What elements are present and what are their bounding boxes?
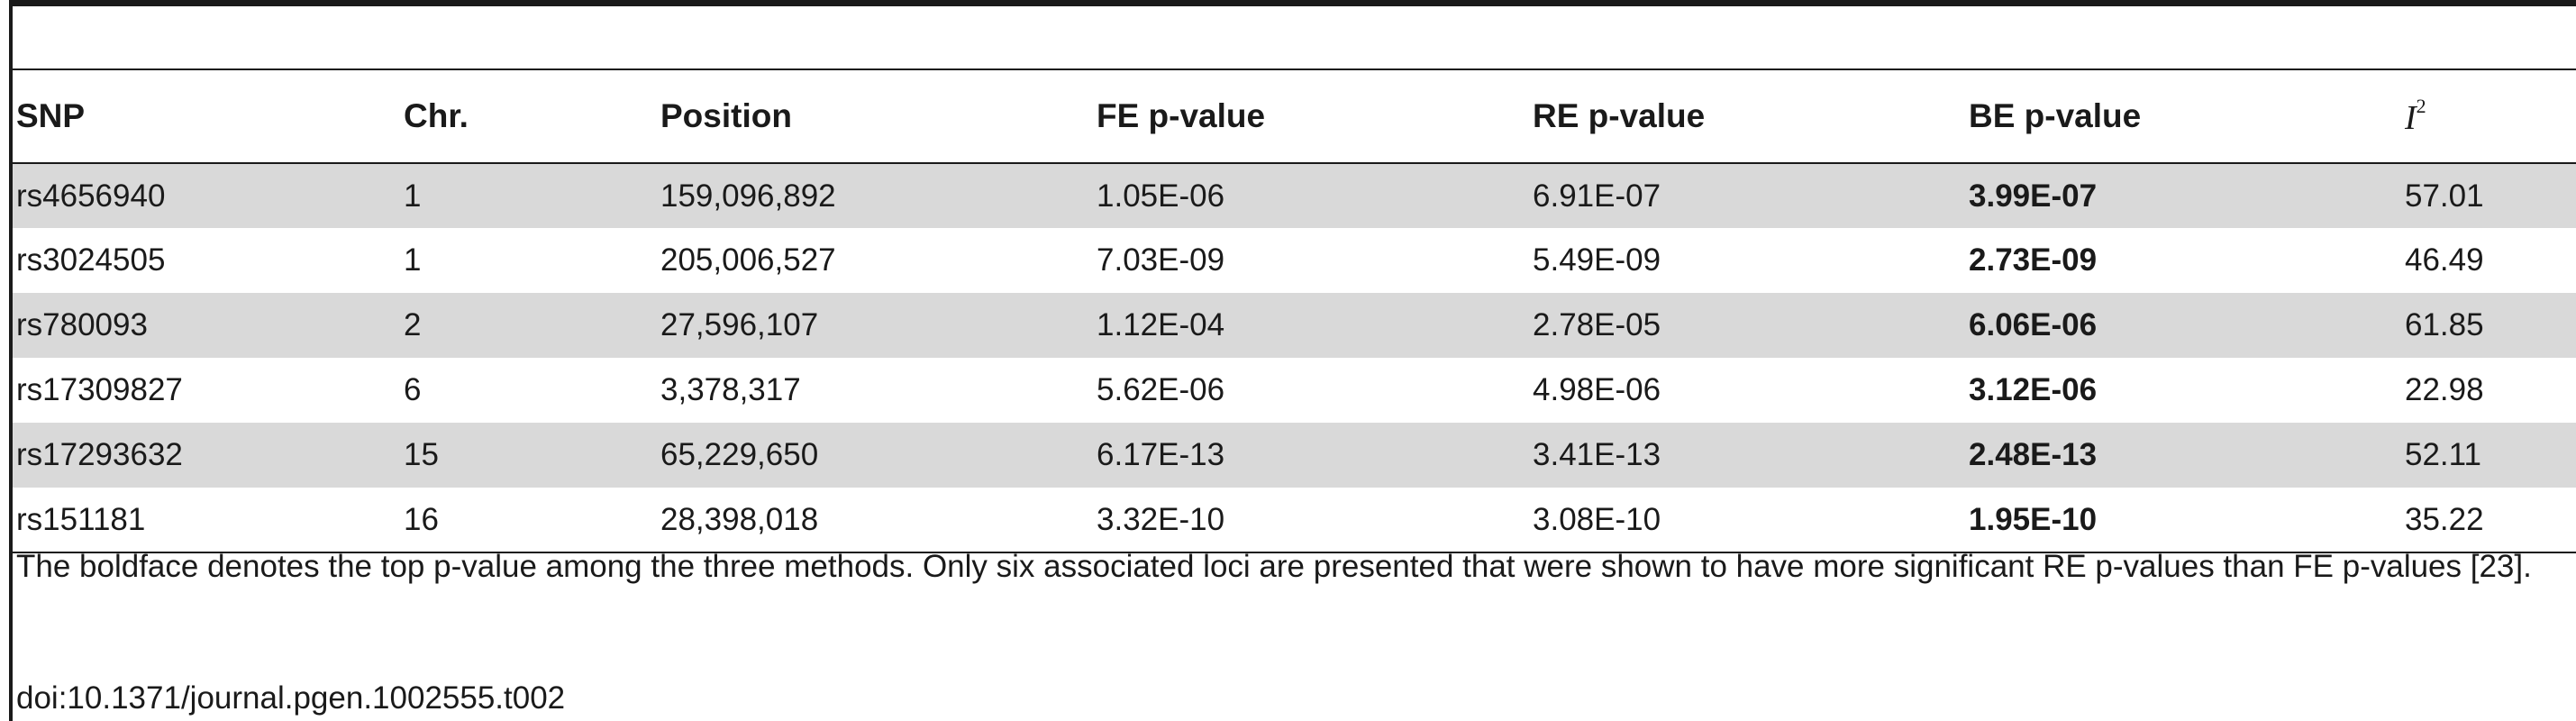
table-row: rs3024505 1 205,006,527 7.03E-09 5.49E-09 2.7…	[13, 228, 2576, 293]
header-be-p-value: BE p-value	[1969, 97, 2142, 134]
header-i2-base: I	[2405, 99, 2417, 137]
cell-chr: 6	[404, 372, 422, 407]
cell-be-p-value: 2.73E-09	[1969, 242, 2098, 278]
table-footnote: The boldface denotes the top p-value amo…	[16, 549, 2532, 584]
top-rule	[9, 0, 2576, 6]
header-re-p-value: RE p-value	[1533, 97, 1706, 134]
cell-snp: rs4656940	[16, 178, 166, 214]
header-i2-sup: 2	[2416, 95, 2426, 117]
table-row: rs17309827 6 3,378,317 5.62E-06 4.98E-06 3.12…	[13, 358, 2576, 423]
results-table: SNP Chr. Position FE p-value RE p-value …	[13, 68, 2576, 553]
header-i2: I2	[2401, 69, 2576, 163]
cell-re-p-value: 2.78E-05	[1533, 307, 1661, 342]
cell-fe-p-value: 7.03E-09	[1097, 242, 1225, 278]
cell-re-p-value: 4.98E-06	[1533, 372, 1661, 407]
cell-snp: rs17309827	[16, 372, 183, 407]
cell-fe-p-value: 5.62E-06	[1097, 372, 1225, 407]
cell-re-p-value: 3.41E-13	[1533, 437, 1661, 472]
cell-i2: 35.22	[2405, 501, 2484, 537]
table-body: rs4656940 1 159,096,892 1.05E-06 6.91E-07 3.9…	[13, 163, 2576, 552]
cell-fe-p-value: 6.17E-13	[1097, 437, 1225, 472]
cell-snp: rs3024505	[16, 242, 166, 278]
cell-be-p-value: 2.48E-13	[1969, 437, 2098, 472]
cell-snp: rs780093	[16, 307, 148, 342]
table-row: rs17293632 15 65,229,650 6.17E-13 3.41E-13 2.…	[13, 423, 2576, 488]
cell-be-p-value: 1.95E-10	[1969, 501, 2098, 537]
cell-fe-p-value: 1.12E-04	[1097, 307, 1225, 342]
cell-fe-p-value: 3.32E-10	[1097, 501, 1225, 537]
cell-chr: 2	[404, 307, 422, 342]
cell-chr: 1	[404, 178, 422, 214]
cell-chr: 1	[404, 242, 422, 278]
cell-be-p-value: 3.12E-06	[1969, 372, 2098, 407]
cell-i2: 52.11	[2405, 437, 2481, 472]
table-row: rs780093 2 27,596,107 1.12E-04 2.78E-05 6.06E…	[13, 293, 2576, 358]
cell-i2: 22.98	[2405, 372, 2484, 407]
cell-chr: 16	[404, 501, 439, 537]
cell-be-p-value: 3.99E-07	[1969, 178, 2098, 214]
cell-re-p-value: 3.08E-10	[1533, 501, 1661, 537]
cell-position: 27,596,107	[660, 307, 819, 342]
cell-chr: 15	[404, 437, 439, 472]
cell-fe-p-value: 1.05E-06	[1097, 178, 1225, 214]
doi-link[interactable]: doi:10.1371/journal.pgen.1002555.t002	[16, 680, 566, 716]
cell-snp: rs151181	[16, 501, 146, 537]
cell-position: 205,006,527	[660, 242, 836, 278]
left-rule	[9, 0, 13, 721]
cell-i2: 46.49	[2405, 242, 2484, 278]
cell-position: 28,398,018	[660, 501, 819, 537]
cell-position: 159,096,892	[660, 178, 836, 214]
cell-position: 3,378,317	[660, 372, 801, 407]
cell-position: 65,229,650	[660, 437, 819, 472]
cell-be-p-value: 6.06E-06	[1969, 307, 2098, 342]
header-position: Position	[660, 97, 792, 134]
cell-re-p-value: 5.49E-09	[1533, 242, 1661, 278]
header-snp: SNP	[16, 97, 86, 134]
cell-snp: rs17293632	[16, 437, 183, 472]
cell-i2: 61.85	[2405, 307, 2484, 342]
header-fe-p-value: FE p-value	[1097, 97, 1266, 134]
cell-re-p-value: 6.91E-07	[1533, 178, 1661, 214]
table-row: rs151181 16 28,398,018 3.32E-10 3.08E-10 1.95…	[13, 488, 2576, 552]
cell-i2: 57.01	[2405, 178, 2484, 214]
table-row: rs4656940 1 159,096,892 1.05E-06 6.91E-07 3.9…	[13, 163, 2576, 228]
header-chr: Chr.	[404, 97, 469, 134]
header-row: SNP Chr. Position FE p-value RE p-value …	[13, 69, 2576, 163]
